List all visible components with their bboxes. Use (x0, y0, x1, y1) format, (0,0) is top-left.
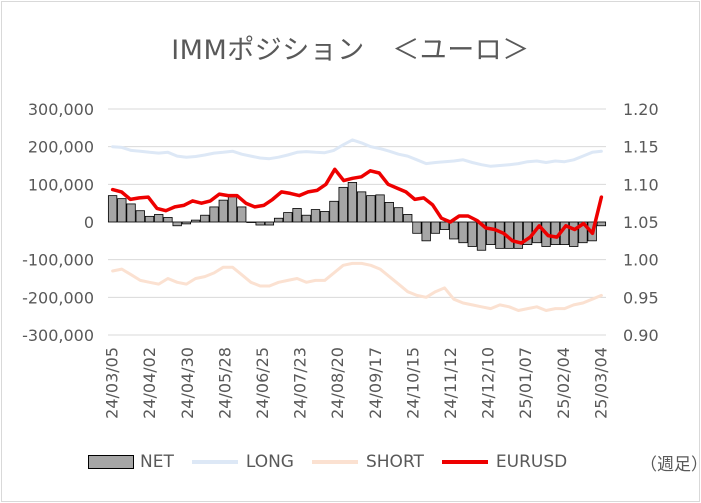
net-bar (403, 214, 413, 223)
legend-item-short: SHORT (311, 452, 424, 472)
legend-label-eurusd: EURUSD (495, 452, 568, 472)
net-bar (246, 221, 256, 223)
net-bar (301, 214, 311, 223)
x-tick-label: 25/01/07 (516, 347, 535, 419)
x-tick-label: 24/12/10 (479, 347, 498, 419)
net-bar (458, 221, 468, 244)
x-tick-label: 24/11/12 (441, 347, 460, 419)
net-bar (154, 214, 164, 223)
y-left-tick-label: 200,000 (28, 138, 94, 157)
net-bar (449, 221, 459, 240)
y-left-tick-label: 0 (84, 213, 94, 232)
x-tick-label: 24/10/15 (403, 347, 422, 419)
net-bar (596, 221, 607, 227)
legend-label-short: SHORT (365, 452, 424, 472)
series-line-long (111, 138, 603, 168)
legend-swatch-short (311, 460, 358, 464)
net-bar (273, 217, 284, 223)
net-bar (292, 208, 302, 223)
y-right-tick-label: 1.20 (623, 100, 659, 119)
y-left-tick-label: -200,000 (22, 288, 94, 307)
legend: NET LONG SHORT EURUSD (88, 450, 585, 474)
x-tick-label: 24/04/30 (178, 347, 197, 419)
x-tick-label: 24/05/28 (215, 347, 234, 419)
y-right-tick-label: 0.90 (623, 326, 659, 345)
legend-item-net: NET (88, 452, 174, 472)
x-tick-label: 24/06/25 (253, 347, 272, 419)
x-tick-label: 24/08/20 (328, 347, 347, 419)
net-bar (439, 221, 450, 230)
net-bar (126, 203, 136, 223)
x-tick-label: 24/04/02 (140, 347, 159, 419)
legend-label-net: NET (140, 452, 174, 472)
net-bar (569, 221, 579, 247)
net-bar (190, 219, 201, 223)
x-tick-label: 24/09/17 (366, 347, 385, 419)
series-lines (110, 138, 604, 312)
net-bar (209, 206, 219, 223)
chart-title: IMMポジション ＜ユーロ＞ (171, 35, 530, 66)
legend-swatch-net (88, 455, 134, 469)
net-bar (421, 221, 431, 242)
net-bar (310, 209, 321, 223)
net-bar (486, 221, 496, 246)
net-bar (107, 195, 118, 223)
net-bar (264, 221, 275, 226)
net-bar (320, 211, 330, 223)
net-bar (218, 199, 228, 223)
x-tick-label: 24/03/05 (103, 347, 122, 419)
net-bar (237, 206, 247, 223)
net-bar (412, 221, 422, 234)
net-bar (163, 217, 173, 223)
legend-item-eurusd: EURUSD (441, 452, 568, 472)
net-bar (513, 221, 524, 249)
net-bar (117, 198, 127, 223)
x-tick-label: 24/07/23 (291, 347, 310, 419)
x-axis: 24/03/05 24/04/02 24/04/30 24/05/28 24/06/25… (103, 347, 611, 419)
y-left-axis: 300,000 200,000 100,000 0 -100,000 -200,000 -3… (22, 100, 94, 345)
x-tick-label: 25/03/04 (591, 347, 610, 419)
net-bar (356, 191, 367, 223)
y-right-tick-label: 1.00 (623, 251, 659, 270)
net-bar (329, 200, 339, 223)
net-bar (366, 195, 376, 223)
period-note: （週足） (640, 455, 701, 475)
y-left-tick-label: 300,000 (28, 100, 94, 119)
net-bar (135, 210, 145, 223)
y-left-tick-label: -100,000 (22, 251, 94, 270)
legend-swatch-long (191, 460, 238, 464)
y-right-tick-label: 1.10 (623, 175, 659, 194)
net-bar (476, 221, 487, 251)
legend-label-long: LONG (245, 452, 294, 472)
net-bar (467, 221, 477, 247)
net-bar (255, 221, 265, 226)
net-bar (181, 221, 192, 225)
net-bar (430, 221, 441, 234)
y-right-tick-label: 1.15 (623, 138, 659, 157)
series-line-eurusd (110, 167, 604, 245)
net-bar (375, 194, 385, 223)
net-bar (144, 215, 155, 223)
y-right-tick-label: 1.05 (623, 213, 659, 232)
legend-item-long: LONG (191, 452, 294, 472)
net-bar (200, 214, 210, 223)
net-bar (495, 221, 505, 249)
net-bar (172, 221, 182, 227)
net-bar (347, 182, 358, 223)
legend-swatch-eurusd (441, 460, 488, 464)
y-left-tick-label: -300,000 (22, 326, 94, 345)
y-right-tick-label: 0.95 (623, 288, 659, 307)
net-bars (107, 182, 607, 251)
net-bar (384, 202, 394, 223)
net-bar (338, 186, 348, 223)
y-right-axis: 1.20 1.15 1.10 1.05 1.00 0.95 0.90 (623, 100, 659, 345)
net-bar (227, 196, 238, 223)
x-tick-label: 25/02/04 (554, 347, 573, 419)
y-left-tick-label: 100,000 (28, 175, 94, 194)
series-line-short (111, 261, 603, 312)
net-bar (393, 207, 404, 223)
net-bar (283, 212, 293, 223)
